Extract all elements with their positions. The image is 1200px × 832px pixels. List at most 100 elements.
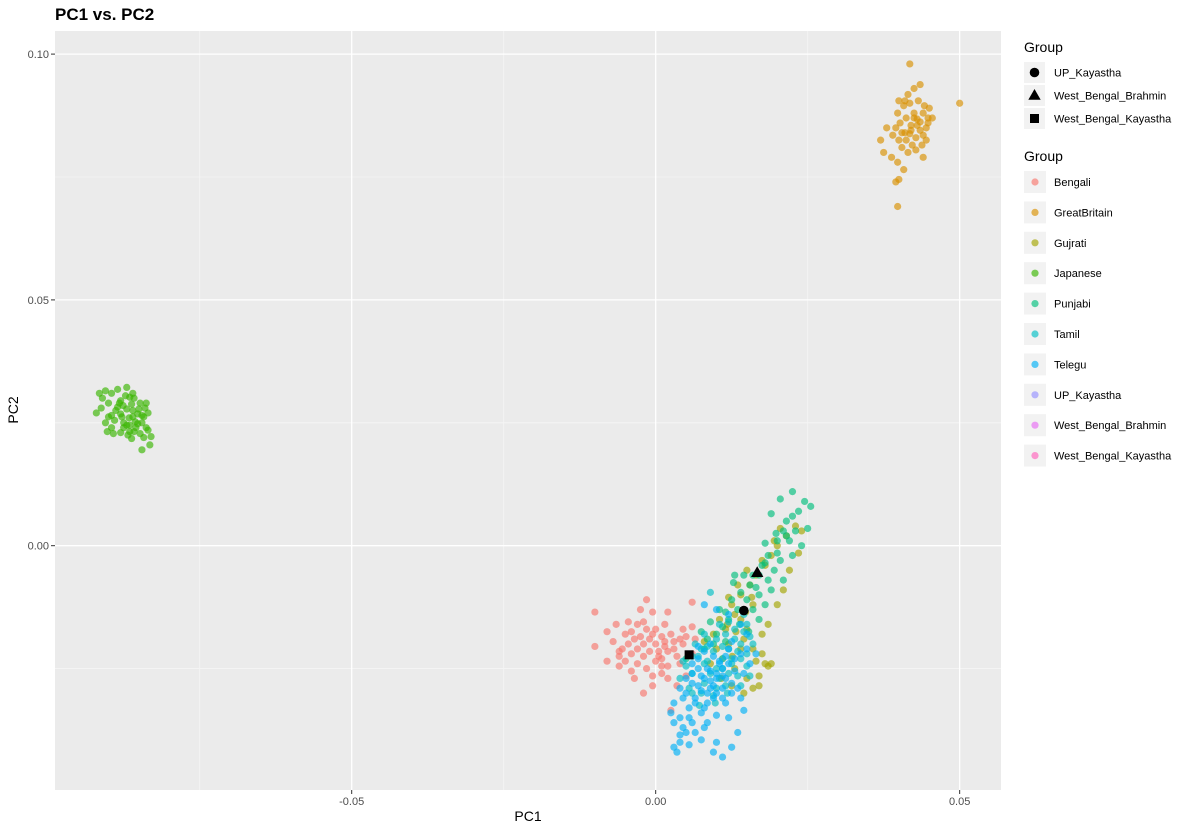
data-point: [904, 148, 912, 157]
legend-symbol: [1031, 452, 1039, 460]
data-point: [740, 706, 748, 714]
legend-label: UP_Kayastha: [1054, 390, 1122, 402]
data-point: [877, 136, 885, 144]
legend-item: Punjabi: [1024, 292, 1091, 315]
legend-symbol: [1029, 67, 1040, 78]
data-point: [140, 433, 148, 442]
data-point: [737, 694, 745, 702]
legend-label: UP_Kayastha: [1054, 68, 1122, 80]
legend-symbol: [1031, 269, 1039, 277]
data-point: [147, 432, 155, 441]
legend-item: West_Bengal_Brahmin: [1024, 414, 1166, 437]
y-tick-label: 0.05: [28, 295, 49, 307]
data-point: [706, 618, 714, 626]
data-point: [894, 158, 902, 166]
data-point: [703, 689, 711, 697]
data-point: [743, 630, 751, 638]
data-point: [688, 598, 696, 606]
data-point: [679, 694, 687, 702]
legend-item: West_Bengal_Kayastha: [1024, 444, 1172, 467]
legend-label: Bengali: [1054, 177, 1091, 189]
data-point: [908, 141, 916, 149]
data-point: [895, 97, 903, 105]
data-point: [712, 711, 721, 719]
data-point: [880, 148, 888, 157]
legend-item: Bengali: [1024, 171, 1091, 193]
data-point: [725, 714, 733, 722]
legend-label: GreatBritain: [1054, 207, 1113, 219]
data-point: [642, 664, 651, 673]
data-point: [633, 620, 642, 628]
data-point: [773, 537, 781, 545]
data-point: [627, 650, 635, 658]
legend-title: Group: [1024, 39, 1063, 55]
data-point: [694, 655, 702, 663]
legend-label: Punjabi: [1054, 299, 1091, 311]
data-point: [603, 628, 611, 636]
data-point: [743, 596, 751, 604]
data-point: [712, 674, 721, 683]
data-point: [916, 80, 924, 89]
data-point: [103, 428, 111, 436]
data-point: [120, 424, 128, 432]
data-point: [776, 556, 784, 565]
data-point: [621, 657, 629, 665]
data-point: [755, 591, 763, 599]
data-point: [912, 146, 920, 154]
data-point: [731, 655, 739, 663]
data-point: [901, 97, 909, 105]
series-telegu: [667, 601, 760, 761]
data-point: [652, 625, 660, 633]
data-point: [906, 60, 914, 68]
data-point: [749, 605, 757, 614]
data-point: [664, 674, 672, 683]
data-point: [101, 419, 110, 427]
data-point: [655, 652, 663, 660]
data-point: [728, 596, 736, 604]
data-point: [924, 114, 932, 122]
data-point: [688, 669, 696, 678]
x-tick-label: 0.05: [949, 796, 970, 808]
data-point: [728, 689, 736, 697]
data-point: [892, 124, 900, 132]
data-point: [591, 642, 599, 651]
data-point: [779, 586, 787, 594]
data-point: [670, 719, 678, 727]
data-point: [912, 134, 920, 142]
data-point: [129, 413, 137, 421]
data-point: [773, 601, 781, 609]
data-point: [117, 410, 125, 418]
data-point: [785, 537, 794, 545]
data-point: [688, 679, 696, 687]
data-point: [612, 620, 620, 628]
x-tick-label: 0.00: [645, 796, 666, 808]
data-point: [652, 640, 660, 648]
data-point: [639, 652, 648, 660]
data-point: [725, 610, 733, 619]
data-point: [667, 630, 675, 638]
data-point: [642, 625, 651, 633]
data-point: [700, 647, 708, 655]
legend-symbol: [1031, 300, 1039, 308]
data-point: [916, 118, 924, 126]
data-point: [749, 640, 757, 648]
data-point: [706, 640, 714, 648]
data-point: [624, 640, 632, 648]
data-point: [782, 517, 790, 525]
data-point: [114, 403, 122, 411]
data-point: [700, 723, 708, 732]
data-point: [914, 97, 922, 105]
data-point: [676, 731, 684, 739]
data-point: [887, 153, 896, 161]
data-point: [731, 571, 739, 579]
data-point: [715, 620, 724, 628]
data-point: [788, 551, 797, 560]
data-point: [712, 738, 721, 746]
data-point: [92, 409, 100, 417]
data-point: [896, 119, 904, 127]
data-point: [734, 728, 742, 737]
data-point: [126, 421, 134, 429]
data-point: [688, 623, 696, 631]
legend-label: Japanese: [1054, 268, 1102, 280]
data-point: [138, 446, 146, 454]
